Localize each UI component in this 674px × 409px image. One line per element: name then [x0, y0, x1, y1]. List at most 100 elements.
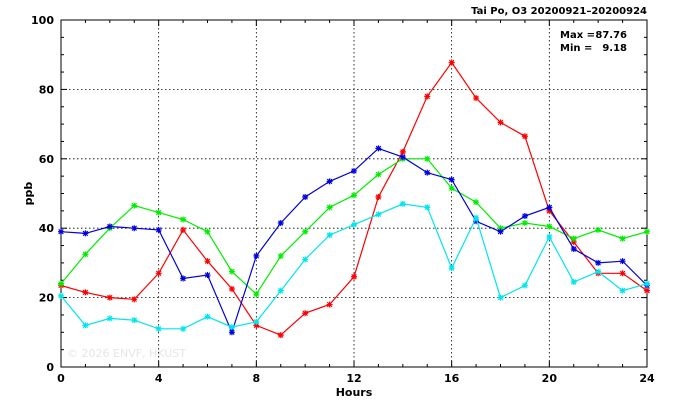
data-point	[448, 59, 455, 66]
series-3	[58, 145, 650, 336]
data-point	[448, 176, 455, 183]
data-point	[253, 322, 260, 329]
data-point	[131, 317, 138, 324]
data-point	[204, 313, 211, 320]
data-point	[399, 154, 406, 161]
data-point	[82, 322, 89, 329]
data-point	[277, 252, 284, 259]
data-point	[131, 296, 138, 303]
data-point	[58, 292, 64, 299]
min-label: Min =	[560, 43, 592, 54]
data-point	[473, 199, 480, 206]
max-label: Max =	[560, 30, 595, 41]
data-point	[619, 270, 626, 277]
data-point	[497, 119, 504, 126]
data-point	[546, 207, 553, 214]
data-point	[302, 193, 309, 200]
data-point	[253, 318, 260, 325]
data-point	[155, 270, 162, 277]
data-point	[253, 291, 260, 298]
data-point	[228, 268, 235, 275]
data-point	[58, 228, 64, 235]
data-point	[619, 258, 626, 265]
data-point	[351, 192, 357, 199]
data-point	[399, 148, 406, 155]
data-point	[375, 211, 382, 218]
y-tick-label: 20	[39, 292, 55, 305]
data-point	[473, 218, 480, 225]
data-point	[424, 155, 431, 162]
data-point	[180, 226, 187, 233]
data-point	[82, 289, 89, 296]
axis-ticks: 0 4 8 12 16 20 24 0 20 40 60 80 100	[31, 14, 655, 385]
data-point	[326, 301, 333, 308]
data-point	[570, 246, 577, 253]
data-point	[253, 252, 260, 259]
y-tick-label: 0	[46, 361, 54, 374]
max-value: 87.76	[595, 30, 627, 41]
x-tick-label: 24	[639, 372, 655, 385]
series-line	[60, 61, 648, 336]
data-point	[521, 213, 528, 220]
data-point	[351, 167, 357, 174]
data-point	[82, 230, 89, 237]
data-point	[424, 93, 431, 100]
data-point	[106, 315, 113, 322]
data-point	[326, 178, 333, 185]
data-point	[521, 219, 528, 226]
series-4	[58, 200, 650, 332]
data-point	[497, 228, 504, 235]
data-point	[473, 214, 480, 221]
data-point	[155, 226, 162, 233]
data-point	[351, 221, 357, 228]
data-point	[302, 228, 309, 235]
data-point	[497, 225, 504, 232]
x-tick-label: 4	[155, 372, 163, 385]
y-axis-title: ppb	[22, 182, 35, 206]
data-point	[570, 278, 577, 285]
data-point	[82, 251, 89, 258]
data-point	[448, 265, 455, 272]
data-point	[180, 216, 187, 223]
data-point	[399, 200, 406, 207]
y-tick-label: 60	[39, 153, 55, 166]
data-point	[375, 145, 382, 152]
data-point	[644, 228, 650, 235]
x-tick-label: 12	[346, 372, 361, 385]
data-point	[204, 228, 211, 235]
data-point	[424, 169, 431, 176]
data-point	[644, 287, 650, 294]
data-point	[375, 193, 382, 200]
data-point	[595, 226, 602, 233]
data-point	[546, 223, 553, 230]
data-point	[58, 280, 64, 287]
data-point	[570, 235, 577, 242]
chart-title: Tai Po, O3 20200921–20200924	[471, 6, 647, 17]
data-point	[619, 235, 626, 242]
data-point	[106, 294, 113, 301]
y-tick-label: 100	[31, 14, 54, 27]
x-tick-label: 8	[253, 372, 261, 385]
data-point	[228, 329, 235, 336]
data-point	[644, 280, 650, 287]
data-point	[131, 202, 138, 209]
data-point	[155, 325, 162, 332]
data-point	[375, 171, 382, 178]
x-axis-title: Hours	[336, 386, 373, 399]
series-group	[58, 59, 650, 339]
x-tick-label: 0	[57, 372, 65, 385]
watermark: © 2026 ENVF, HKUST	[67, 347, 186, 360]
data-point	[570, 239, 577, 246]
data-point	[351, 273, 357, 280]
data-point	[302, 310, 309, 317]
y-tick-label: 40	[39, 222, 55, 235]
data-point	[180, 275, 187, 282]
data-point	[302, 256, 309, 263]
data-point	[204, 258, 211, 265]
data-point	[204, 272, 211, 279]
x-tick-label: 20	[542, 372, 558, 385]
data-point	[521, 282, 528, 289]
data-point	[595, 268, 602, 275]
min-value: 9.18	[602, 43, 627, 54]
